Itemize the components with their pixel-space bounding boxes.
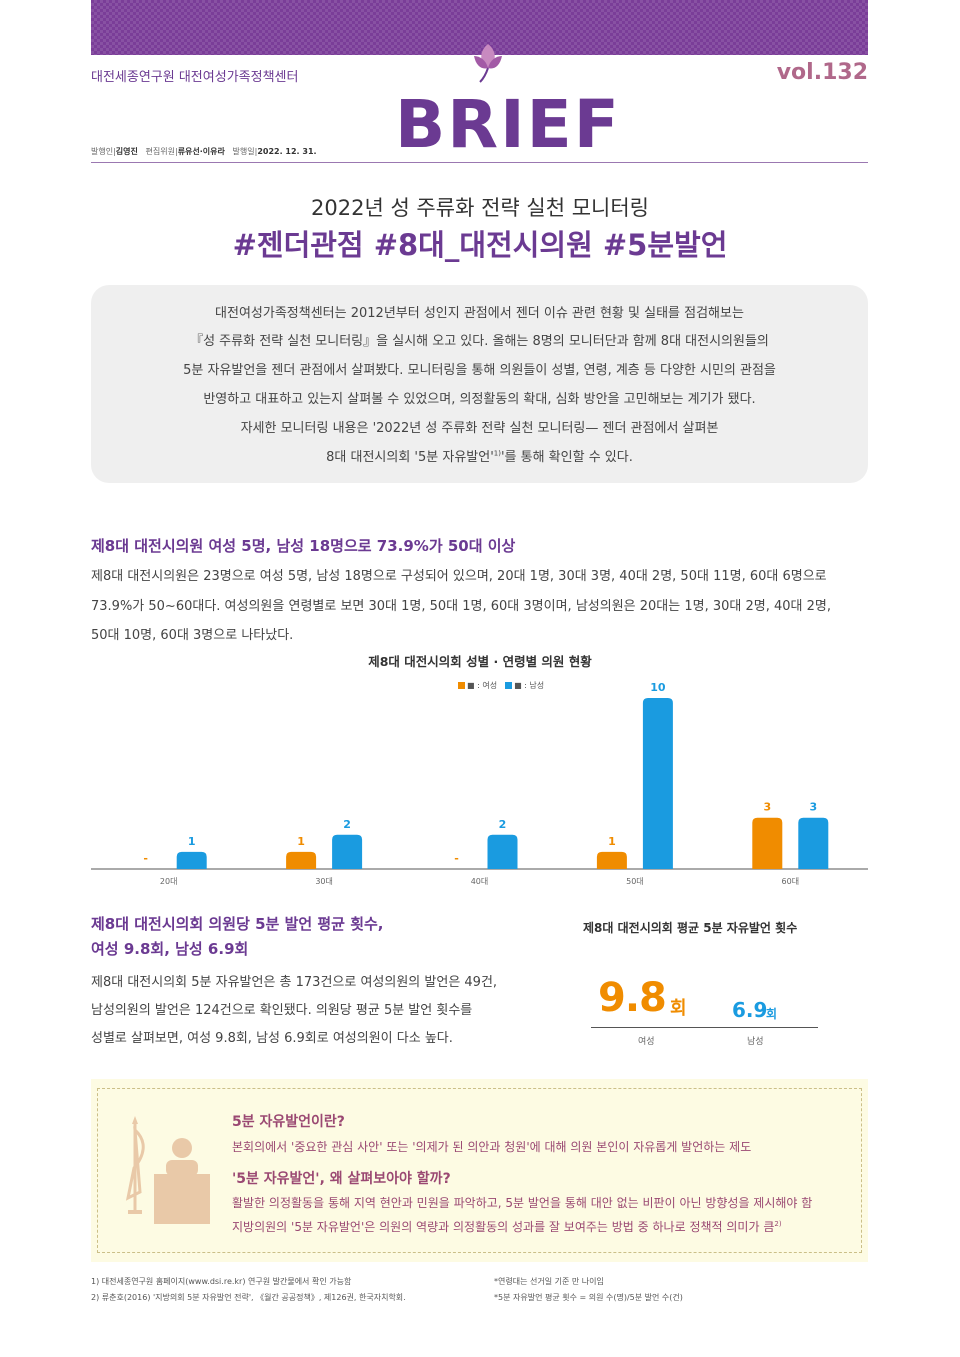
page-title: #젠더관점 #8대_대전시의원 #5분발언	[232, 228, 728, 262]
category-tick-label: 20대	[160, 877, 178, 886]
male-label: 남성	[747, 1037, 764, 1047]
section1-line: 제8대 대전시의원은 23명으로 여성 5명, 남성 18명으로 구성되어 있으…	[91, 569, 827, 584]
organization-name: 대전세종연구원 대전여성가족정책센터	[91, 70, 299, 85]
speech-count-chart-title: 제8대 대전시의회 평균 5분 자유발언 횟수	[583, 921, 798, 935]
publisher-info: 발행인|김영진 편집위원|류유선·이유라 발행일|2022. 12. 31.	[91, 147, 317, 156]
intro-box: 대전여성가족정책센터는 2012년부터 성인지 관점에서 젠더 이슈 관련 현황…	[91, 285, 868, 483]
category-tick-label: 30대	[315, 877, 333, 886]
legend-male-label: ■ : 남성	[514, 681, 545, 690]
female-label: 여성	[638, 1037, 655, 1047]
section2-heading-line1: 제8대 대전시의회 의원당 5분 발언 평균 횟수,	[91, 915, 384, 933]
section1-line: 50대 10명, 60대 3명으로 나타났다.	[91, 628, 294, 643]
speech-chart-baseline	[591, 1027, 818, 1028]
footnote-ref: 2)	[774, 1220, 782, 1228]
female-average-value: 9.8	[598, 975, 667, 1021]
top-decorative-band	[91, 0, 868, 55]
intro-line: 자세한 모니터링 내용은 '2022년 성 주류화 전략 실천 모니터링— 젠더…	[240, 421, 719, 436]
bar-남성-50대	[642, 698, 673, 869]
section2-heading-line2: 여성 9.8회, 남성 6.9회	[91, 940, 249, 958]
footnote-1: 1) 대전세종연구원 홈페이지(www.dsi.re.kr) 연구원 발간물에서…	[91, 1277, 352, 1286]
section2-line: 남성의원의 발언은 124건으로 확인됐다. 의원당 평균 5분 발언 횟수를	[91, 1003, 473, 1018]
page-subtitle: 2022년 성 주류화 전략 실천 모니터링	[311, 196, 649, 220]
intro-line-text: 8대 대전시의회 '5분 자유발언'	[326, 450, 494, 465]
legend-item-male: ■ : 남성	[505, 680, 544, 691]
legend-female-label: ■ : 여성	[467, 681, 498, 690]
legend-item-female: ■ : 여성	[458, 680, 497, 691]
bar-여성-30대	[286, 851, 317, 869]
bar-value-label: 1	[188, 835, 196, 848]
male-average-unit: 회	[766, 1007, 778, 1021]
editor-names: 류유선·이유라	[177, 147, 225, 156]
female-average-unit: 회	[670, 998, 687, 1019]
bar-남성-30대	[332, 834, 363, 869]
header-divider	[91, 162, 868, 163]
bar-value-label: 3	[809, 801, 817, 814]
note-age: *연령대는 선거일 기준 만 나이임	[494, 1277, 604, 1286]
publisher-label: 발행인	[91, 147, 114, 156]
male-average-value: 6.9	[732, 998, 768, 1022]
bar-남성-40대	[487, 834, 518, 869]
bar-value-label: 1	[297, 835, 305, 848]
section1-line: 73.9%가 50~60대다. 여성의원을 연령별로 보면 30대 1명, 50…	[91, 599, 831, 614]
publish-date: 2022. 12. 31.	[257, 147, 317, 156]
bar-value-label: 2	[499, 818, 507, 831]
section2-line: 성별로 살펴보면, 여성 9.8회, 남성 6.9회로 여성의원이 다소 높다.	[91, 1031, 453, 1046]
intro-line: 반영하고 대표하고 있는지 살펴볼 수 있었으며, 의정활동의 확대, 심화 방…	[203, 392, 756, 407]
chart-title: 제8대 대전시의회 성별 · 연령별 의원 현황	[368, 654, 592, 669]
section1-heading: 제8대 대전시의원 여성 5명, 남성 18명으로 73.9%가 50대 이상	[91, 537, 516, 555]
note-average: *5분 자유발언 평균 횟수 = 의원 수(명)/5분 발언 수(건)	[494, 1293, 683, 1302]
intro-line: 『성 주류화 전략 실천 모니터링』을 실시해 오고 있다. 올해는 8명의 모…	[190, 334, 769, 349]
footnote-2: 2) 류춘호(2016) '지방의회 5분 자유발언 전략', 《월간 공공정책…	[91, 1293, 406, 1302]
bar-남성-20대	[176, 851, 207, 869]
footnote-ref: 1)	[493, 449, 501, 458]
category-tick-label: 40대	[471, 877, 489, 886]
volume-number: vol.132	[776, 60, 868, 85]
bar-value-label: 3	[763, 801, 771, 814]
intro-line: 대전여성가족정책센터는 2012년부터 성인지 관점에서 젠더 이슈 관련 현황…	[215, 306, 744, 321]
age-gender-bar-chart: - 1 20대 1 2 30대 - 2 40대 1 10 50대 3 3 60대	[91, 681, 868, 886]
bar-value-label: 10	[650, 681, 666, 694]
info-heading-1: 5분 자유발언이란?	[232, 1114, 345, 1130]
editor-label: 편집위원	[145, 147, 175, 156]
section2-line: 제8대 대전시의회 5분 자유발언은 총 173건으로 여성의원의 발언은 49…	[91, 975, 498, 990]
chart-legend: ■ : 여성 ■ : 남성	[458, 680, 544, 691]
flower-icon	[474, 44, 502, 83]
bar-value-label: -	[143, 852, 148, 865]
info-box	[91, 1079, 868, 1262]
info-text-3: 지방의원의 '5분 자유발언'은 의원의 역량과 의정활동의 성과를 잘 보여주…	[232, 1218, 782, 1235]
bar-value-label: 1	[608, 835, 616, 848]
info-text-3-body: 지방의원의 '5분 자유발언'은 의원의 역량과 의정활동의 성과를 잘 보여주…	[232, 1220, 775, 1234]
bar-여성-50대	[596, 851, 627, 869]
info-text-2: 활발한 의정활동을 통해 지역 현안과 민원을 파악하고, 5분 발언을 통해 …	[232, 1196, 813, 1210]
info-heading-2: '5분 자유발언', 왜 살펴보아야 할까?	[232, 1171, 451, 1187]
bar-남성-60대	[798, 817, 829, 869]
date-label: 발행일	[232, 147, 255, 156]
brief-logo: BRIEF	[395, 86, 621, 163]
info-text-1: 본회의에서 '중요한 관심 사안' 또는 '의제가 된 의안과 청원'에 대해 …	[232, 1140, 752, 1154]
intro-last-line: 8대 대전시의회 '5분 자유발언'1)'를 통해 확인할 수 있다.	[91, 446, 868, 465]
intro-line-tail: '를 통해 확인할 수 있다.	[500, 450, 633, 465]
intro-line: 5분 자유발언을 젠더 관점에서 살펴봤다. 모니터링을 통해 의원들이 성별,…	[183, 363, 776, 378]
bar-여성-60대	[752, 817, 783, 869]
info-box-border	[97, 1088, 862, 1253]
podium-speaker-icon	[125, 1116, 210, 1224]
publisher-name: 김영진	[115, 147, 138, 156]
bar-value-label: -	[454, 852, 459, 865]
category-tick-label: 60대	[782, 877, 800, 886]
bar-value-label: 2	[343, 818, 351, 831]
category-tick-label: 50대	[626, 877, 644, 886]
